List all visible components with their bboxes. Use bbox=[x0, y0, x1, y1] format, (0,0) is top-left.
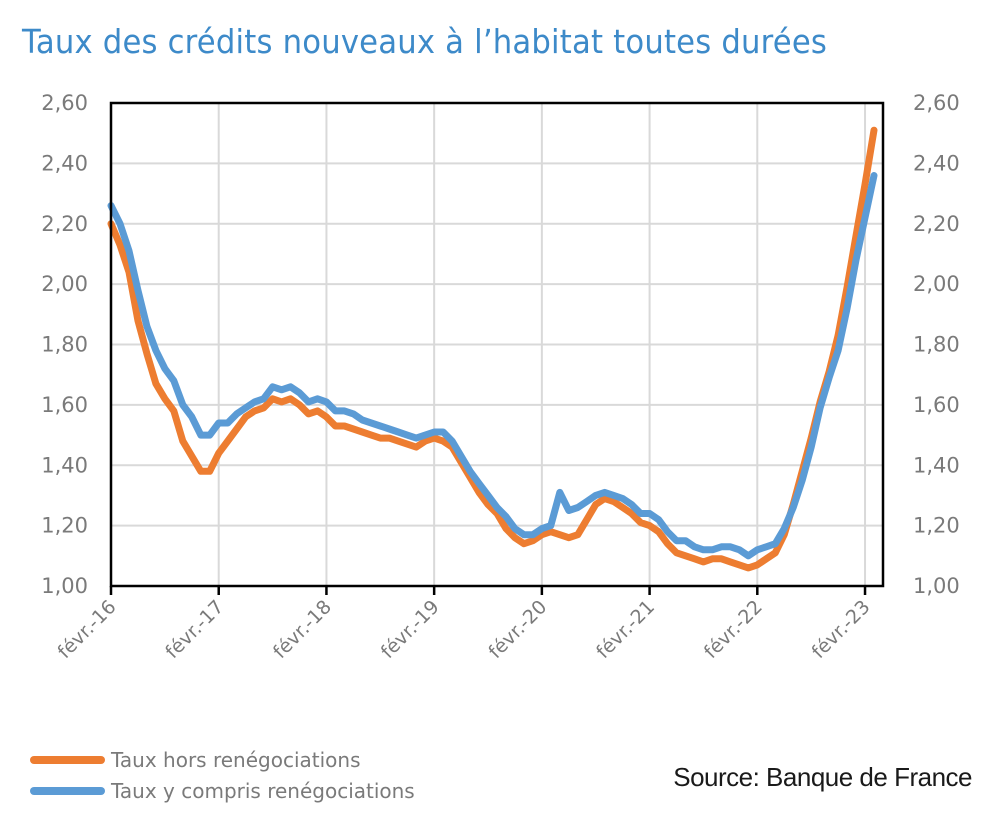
y-tick-label: 2,00 bbox=[913, 272, 960, 296]
x-tick-label: févr.-22 bbox=[700, 596, 767, 663]
source-note: Source: Banque de France bbox=[673, 762, 972, 792]
x-tick-marks bbox=[109, 586, 867, 595]
x-tick-label: févr.-21 bbox=[592, 596, 659, 663]
legend-label: Taux hors renégociations bbox=[111, 747, 361, 772]
y-axis-left: 1,00 1,20 1,40 1,60 1,80 2,00 2,20 2,40 2,60 bbox=[41, 91, 88, 598]
series-lines bbox=[107, 126, 878, 572]
legend-item-y-compris-renegociations[interactable]: Taux y compris renégociations bbox=[30, 775, 415, 806]
legend: Taux hors renégociations Taux y compris … bbox=[30, 744, 415, 806]
y-tick-label: 1,00 bbox=[41, 574, 88, 598]
legend-swatch-orange bbox=[30, 755, 105, 764]
y-tick-label: 1,00 bbox=[913, 574, 960, 598]
y-tick-label: 1,60 bbox=[41, 393, 88, 417]
y-tick-label: 1,20 bbox=[41, 514, 88, 538]
legend-swatch-blue bbox=[30, 786, 105, 795]
x-axis: févr.-16 févr.-17 févr.-18 févr.-19 févr.-20… bbox=[54, 596, 875, 663]
y-tick-label: 1,20 bbox=[913, 514, 960, 538]
y-tick-label: 2,40 bbox=[41, 151, 88, 175]
x-tick-label: févr.-16 bbox=[54, 596, 121, 663]
y-tick-label: 1,40 bbox=[913, 453, 960, 477]
x-tick-label: févr.-18 bbox=[269, 596, 336, 663]
plot-frame bbox=[109, 101, 885, 588]
y-tick-label: 2,20 bbox=[41, 212, 88, 236]
y-axis-right: 1,00 1,20 1,40 1,60 1,80 2,00 2,20 2,40 2,60 bbox=[913, 91, 960, 598]
y-tick-label: 2,20 bbox=[913, 212, 960, 236]
y-tick-label: 1,60 bbox=[913, 393, 960, 417]
legend-label: Taux y compris renégociations bbox=[111, 778, 415, 803]
y-tick-label: 2,00 bbox=[41, 272, 88, 296]
legend-item-hors-renegociations[interactable]: Taux hors renégociations bbox=[30, 744, 415, 775]
series-line-hors-renegociations bbox=[107, 126, 878, 572]
y-tick-label: 1,80 bbox=[41, 333, 88, 357]
series-line-y-compris-renegociations bbox=[107, 172, 878, 560]
y-tick-label: 2,60 bbox=[913, 91, 960, 115]
gridlines bbox=[111, 103, 883, 586]
x-tick-label: févr.-17 bbox=[161, 596, 228, 663]
x-tick-label: févr.-19 bbox=[377, 596, 444, 663]
y-tick-label: 1,80 bbox=[913, 333, 960, 357]
x-tick-label: févr.-23 bbox=[808, 596, 875, 663]
chart-title: Taux des crédits nouveaux à l’habitat to… bbox=[22, 22, 828, 61]
y-tick-label: 1,40 bbox=[41, 453, 88, 477]
y-tick-label: 2,60 bbox=[41, 91, 88, 115]
y-tick-label: 2,40 bbox=[913, 151, 960, 175]
x-tick-label: févr.-20 bbox=[484, 596, 551, 663]
